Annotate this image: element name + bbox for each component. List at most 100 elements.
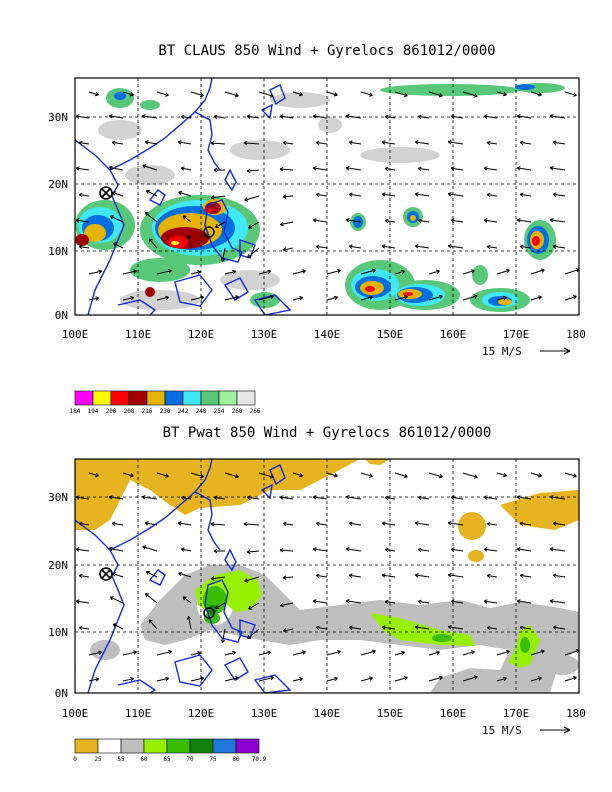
wind-arrow	[224, 650, 237, 656]
wind-arrow	[326, 676, 338, 682]
wind-arrow	[417, 547, 430, 552]
wind-arrow	[326, 295, 338, 301]
wind-vectors	[75, 91, 580, 301]
wind-arrow	[190, 676, 204, 682]
lat-label: 20N	[48, 178, 68, 191]
wind-arrow	[462, 675, 478, 682]
wind-arrow	[496, 649, 510, 656]
wind-arrow	[220, 247, 226, 263]
wind-arrow	[381, 573, 396, 578]
wind-arrow	[108, 495, 124, 500]
wind-arrow	[552, 521, 566, 526]
wind-arrow	[483, 218, 498, 223]
wind-arrow	[417, 218, 430, 223]
coastlines	[75, 78, 292, 315]
colorbar-swatch	[110, 390, 130, 406]
wind-arrow	[247, 247, 260, 259]
wind-arrow	[564, 675, 577, 682]
wind-arrow	[141, 494, 158, 500]
wind-arrow	[549, 165, 566, 171]
wind-arrow	[462, 650, 475, 656]
wind-arrow	[447, 572, 464, 578]
lon-labels: 100E 110E 120E 130E 140E 150E 160E 170E …	[62, 707, 586, 720]
wind-arrow	[243, 140, 260, 146]
colorbar-label: 25	[94, 756, 102, 763]
wind-arrow	[345, 494, 362, 500]
wind-arrow	[88, 91, 99, 97]
wind-arrow	[483, 114, 498, 119]
wind-arrow	[312, 166, 328, 171]
wind-arrow	[516, 495, 532, 500]
lon-label: 150E	[377, 328, 404, 341]
lon-label: 150E	[377, 707, 404, 720]
wind-arrow	[394, 91, 408, 98]
wind-arrow	[483, 547, 498, 552]
wind-arrow	[224, 472, 239, 479]
colorbar-swatch	[218, 390, 238, 406]
wind-arrow	[381, 192, 396, 197]
wind-arrow	[384, 495, 396, 501]
lon-label: 160E	[440, 328, 467, 341]
wind-arrow	[214, 602, 226, 609]
wind-arrow	[516, 599, 532, 604]
wind-arrow	[428, 294, 443, 301]
wind-arrow	[530, 649, 545, 656]
wind-arrow	[414, 192, 430, 197]
wind-arrow	[182, 215, 192, 223]
colorbar-label: 65	[163, 756, 171, 763]
wind-arrow	[78, 244, 90, 250]
wind-arrow	[279, 495, 294, 500]
wind-arrow	[348, 244, 362, 249]
vector-reference: 15 M/S	[482, 345, 571, 358]
wind-arrow	[108, 165, 124, 171]
wind-arrow	[414, 625, 430, 630]
wind-arrow	[292, 650, 306, 656]
wind-arrow	[122, 91, 134, 97]
vector-reference-label: 15 M/S	[482, 724, 522, 737]
colorbar-label: 60	[140, 756, 148, 763]
wind-arrow	[244, 576, 260, 583]
colorbar-swatch	[236, 390, 256, 406]
wind-arrow	[111, 521, 124, 526]
wind-arrow	[360, 676, 373, 682]
wind-arrow	[462, 91, 478, 98]
colorbar-swatch	[74, 390, 94, 406]
lat-label: 10N	[48, 626, 68, 639]
lon-labels: 100E 110E 120E 130E 140E 150E 160E 170E …	[62, 328, 586, 341]
wind-arrow	[348, 140, 362, 145]
wind-arrow	[345, 113, 362, 119]
colorbar-label: 216	[142, 408, 153, 415]
wind-arrow	[381, 521, 396, 526]
lat-label: 20N	[48, 559, 68, 572]
wind-arrow	[348, 625, 362, 630]
wind-arrow	[247, 628, 260, 640]
wind-arrow	[282, 140, 294, 146]
colorbar-label: 230	[160, 408, 171, 415]
wind-arrow	[348, 573, 362, 578]
wind-arrow	[75, 218, 90, 223]
wind-arrow	[394, 295, 408, 301]
gridlines	[75, 459, 579, 693]
lat-label: 10N	[48, 245, 68, 258]
colorbar-label: 70	[186, 756, 194, 763]
lon-label: 170E	[503, 707, 530, 720]
wind-arrow	[486, 573, 498, 579]
wind-arrow	[246, 549, 260, 555]
wind-arrow	[315, 573, 328, 578]
wind-arrow	[312, 495, 328, 500]
wind-arrow	[213, 548, 226, 554]
wind-arrow	[348, 192, 362, 197]
wind-arrow	[122, 650, 137, 656]
wind-arrow	[483, 166, 498, 171]
colorbar-label: 266	[250, 408, 261, 415]
wind-arrow	[112, 572, 124, 578]
wind-arrow	[78, 573, 90, 579]
wind-arrow	[360, 472, 373, 478]
wind-arrow	[279, 602, 294, 608]
wind-arrow	[210, 521, 226, 527]
lon-label: 130E	[251, 707, 278, 720]
lon-label: 110E	[125, 707, 152, 720]
gridlines	[75, 78, 579, 315]
lat-labels: 30N 20N 10N 0N	[48, 111, 68, 322]
